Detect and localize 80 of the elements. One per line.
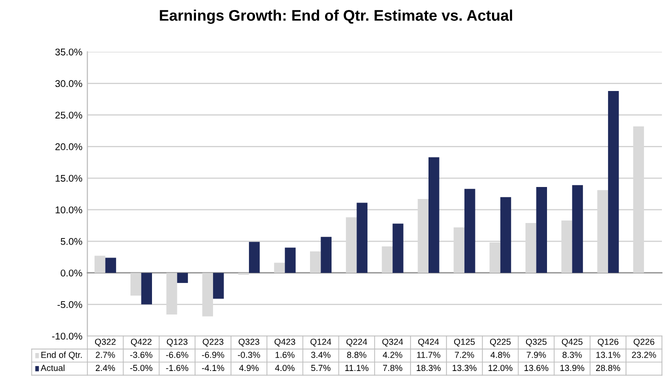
bar (94, 256, 106, 273)
data-label: 13.6% (524, 364, 548, 372)
bar (310, 251, 321, 273)
bar (320, 236, 332, 273)
x-tick-label: Q323 (238, 338, 260, 346)
bar (177, 272, 188, 283)
x-tick-label: Q324 (382, 338, 404, 346)
x-tick-label: Q423 (274, 338, 296, 346)
data-label: 18.3% (416, 364, 441, 372)
y-tick-label: 30.0% (55, 80, 82, 88)
data-label: 8.8% (347, 352, 366, 358)
y-tick-label: -5.0% (58, 301, 82, 308)
y-tick-label: 5.0% (60, 238, 82, 245)
y-tick-label: 25.0% (55, 112, 82, 119)
bar (274, 262, 285, 273)
x-tick-label: Q425 (562, 338, 582, 346)
x-tick-label: Q124 (310, 338, 332, 346)
bar (284, 248, 296, 273)
data-label: 11.1% (345, 364, 368, 371)
y-tick-label: 10.0% (56, 206, 82, 214)
data-label: 23.2% (632, 352, 656, 358)
data-label: 7.8% (383, 364, 402, 372)
bar (572, 185, 583, 273)
bar (141, 272, 152, 304)
bar (248, 242, 260, 273)
data-label: 2.7% (96, 352, 115, 358)
bar (536, 186, 548, 273)
data-label: 5.7% (311, 364, 330, 372)
data-label: 8.3% (562, 352, 582, 358)
x-tick-label: Q223 (202, 338, 224, 346)
bar (392, 224, 404, 273)
x-tick-label: Q322 (95, 338, 116, 346)
data-label: -4.1% (202, 364, 224, 371)
y-tick-label: 20.0% (55, 143, 82, 150)
bar (382, 246, 393, 273)
x-tick-label: Q126 (598, 338, 618, 346)
y-tick-label: 35.0% (55, 48, 82, 56)
bar (130, 272, 142, 296)
data-label: -3.6% (130, 352, 152, 358)
data-label: 11.7% (417, 352, 440, 358)
y-tick-label: 0.0% (60, 270, 82, 276)
x-tick-label: Q225 (490, 338, 511, 346)
bar (105, 258, 116, 273)
bar (356, 202, 368, 273)
data-label: -6.9% (202, 352, 224, 358)
data-label: -5.0% (130, 364, 152, 372)
bar (500, 197, 512, 273)
bar (608, 90, 619, 273)
bar (464, 188, 476, 273)
data-label: 4.2% (382, 352, 402, 358)
x-tick-label: Q424 (418, 338, 439, 346)
data-label: 28.8% (596, 364, 620, 372)
data-label: 7.2% (454, 352, 474, 358)
x-tick-label: Q123 (166, 338, 188, 346)
data-label: 7.9% (526, 352, 546, 358)
data-label: -0.3% (238, 352, 260, 358)
x-tick-label: Q224 (346, 338, 368, 346)
data-label: 4.8% (490, 352, 510, 358)
data-label: 13.1% (596, 352, 620, 358)
x-tick-label: Q325 (526, 338, 547, 346)
data-label: -1.6% (166, 364, 188, 372)
data-label: 1.6% (276, 352, 295, 358)
x-tick-label: Q422 (130, 338, 152, 346)
data-label: -6.6% (166, 352, 188, 358)
data-label: 2.4% (96, 364, 115, 371)
data-label: 13.3% (452, 364, 477, 372)
bar (213, 272, 224, 299)
data-label: 13.9% (560, 364, 584, 372)
y-tick-label: -10.0% (52, 332, 82, 340)
x-tick-label: Q125 (454, 338, 475, 346)
legend-label: End of Qtr. (41, 352, 82, 360)
data-label: 4.9% (239, 364, 259, 372)
legend-label: Actual (40, 364, 64, 372)
bar (428, 157, 440, 273)
chart-title: Earnings Growth: End of Qtr. Estimate vs. Actual (160, 10, 512, 24)
y-tick-label: 15.0% (56, 174, 82, 182)
x-tick-label: Q226 (634, 338, 654, 346)
data-label: 4.0% (275, 364, 295, 372)
data-label: 12.0% (488, 364, 512, 372)
data-label: 3.4% (311, 352, 330, 358)
